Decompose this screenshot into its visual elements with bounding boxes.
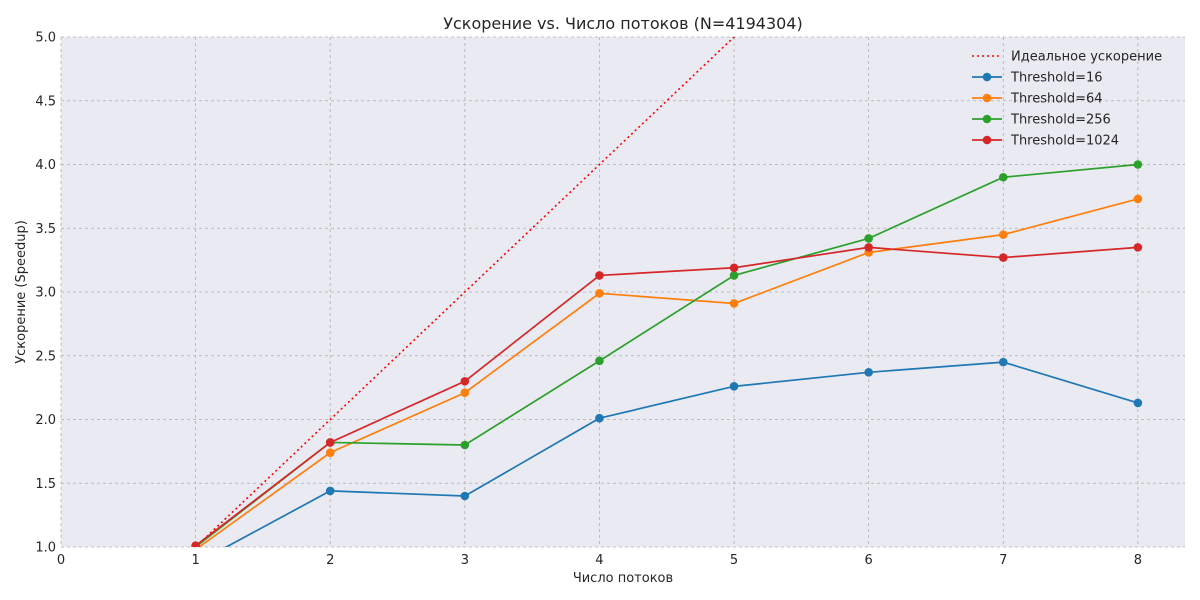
y-tick-label: 1.5 <box>35 477 56 492</box>
legend-marker <box>982 72 992 82</box>
y-tick-label: 4.0 <box>35 158 56 173</box>
data-point <box>460 491 470 501</box>
y-tick-label: 4.5 <box>35 94 56 109</box>
data-point <box>729 271 739 280</box>
x-tick-labels: 0 1 2 3 4 5 6 7 8 <box>57 553 1142 568</box>
data-point <box>1133 398 1143 408</box>
series-threshold-16 <box>224 357 1143 547</box>
data-point <box>325 448 335 457</box>
y-tick-label: 2.0 <box>35 413 56 428</box>
data-point <box>595 288 604 298</box>
series-line <box>224 361 1139 547</box>
ideal-speedup-line <box>195 37 736 547</box>
x-tick-label: 4 <box>595 553 603 568</box>
y-tick-label: 1.0 <box>35 541 56 556</box>
data-point <box>864 368 873 377</box>
x-axis-label: Число потоков <box>573 571 673 586</box>
y-axis-label: Ускорение (Speedup) <box>14 220 29 364</box>
data-point <box>998 357 1008 367</box>
data-point <box>729 263 739 273</box>
x-tick-label: 1 <box>191 553 199 568</box>
x-tick-label: 3 <box>461 553 469 568</box>
ideal-line-layer <box>195 37 736 547</box>
data-point <box>864 234 873 243</box>
legend: Идеальное ускорение Threshold=16 Threshold… <box>972 50 1162 149</box>
legend-entry: Идеальное ускорение <box>972 50 1162 65</box>
series-layer <box>191 160 1143 547</box>
legend-entry: Threshold=16 <box>972 71 1103 86</box>
data-point <box>864 243 873 252</box>
x-tick-label: 8 <box>1134 553 1142 568</box>
data-point <box>1133 160 1143 169</box>
y-tick-labels: 1.0 1.5 2.0 2.5 3.0 3.5 4.0 4.5 5.0 <box>35 31 56 556</box>
series-threshold-1024 <box>191 243 1143 547</box>
legend-label: Идеальное ускорение <box>1011 50 1162 65</box>
data-point <box>460 440 470 450</box>
series-line <box>195 163 1138 547</box>
legend-marker <box>982 135 992 145</box>
legend-label: Threshold=16 <box>1010 71 1103 86</box>
data-point <box>595 413 604 423</box>
y-tick-label: 3.0 <box>35 286 56 301</box>
data-point <box>729 382 739 391</box>
legend-entry: Threshold=64 <box>972 92 1103 107</box>
data-point <box>595 356 604 366</box>
legend-marker <box>982 114 992 124</box>
x-tick-label: 7 <box>999 553 1007 568</box>
legend-marker <box>982 93 992 103</box>
data-point <box>191 541 200 547</box>
data-point <box>998 253 1008 262</box>
data-point <box>325 438 335 447</box>
x-tick-label: 0 <box>57 553 65 568</box>
data-point <box>1133 194 1143 204</box>
x-tick-label: 6 <box>865 553 873 568</box>
chart-title: Ускорение vs. Число потоков (N=4194304) <box>443 14 802 33</box>
data-point <box>460 376 470 386</box>
legend-label: Threshold=256 <box>1010 113 1111 128</box>
legend-label: Threshold=1024 <box>1010 134 1119 149</box>
legend-entry: Threshold=256 <box>972 113 1111 128</box>
y-tick-label: 2.5 <box>35 349 56 364</box>
data-point <box>998 230 1008 239</box>
legend-entry: Threshold=1024 <box>972 134 1119 149</box>
series-line <box>195 246 1138 547</box>
legend-label: Threshold=64 <box>1010 92 1103 107</box>
data-point <box>595 271 604 280</box>
data-point <box>998 172 1008 182</box>
x-tick-label: 5 <box>730 553 738 568</box>
data-point <box>1133 243 1143 252</box>
data-point <box>325 486 335 496</box>
data-point <box>729 299 739 308</box>
data-point <box>460 388 470 398</box>
x-tick-label: 2 <box>326 553 334 568</box>
y-tick-label: 5.0 <box>35 31 56 46</box>
y-tick-label: 3.5 <box>35 222 56 237</box>
